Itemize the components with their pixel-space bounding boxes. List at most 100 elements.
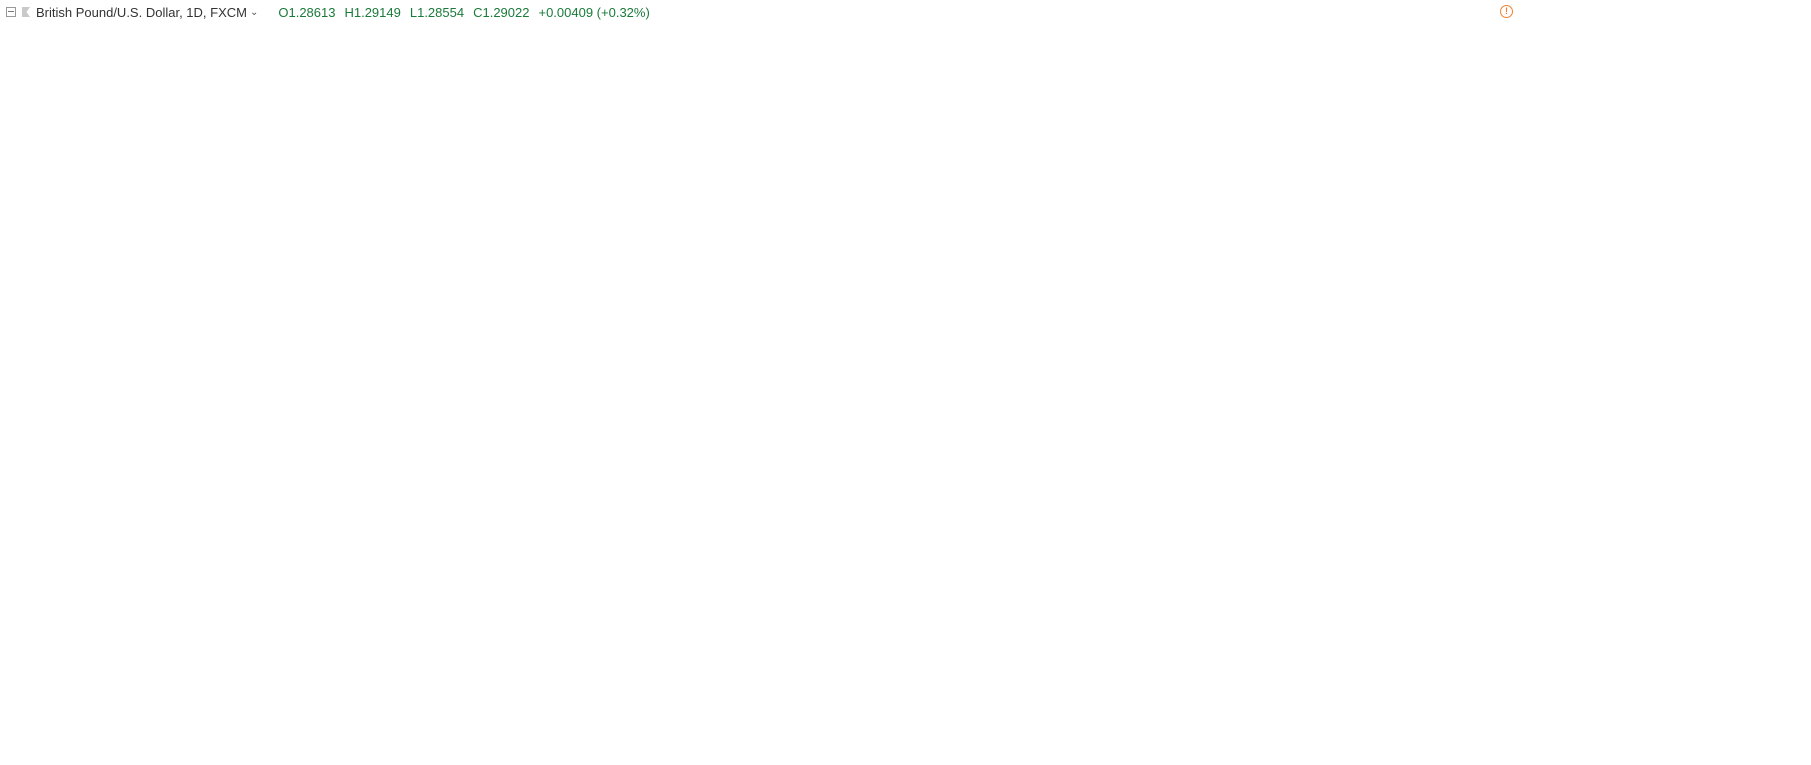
candle-body xyxy=(1413,450,1416,455)
candle-body xyxy=(1052,239,1056,243)
candle-body xyxy=(1395,403,1398,414)
candle-body xyxy=(452,521,455,524)
candle-body xyxy=(1168,326,1171,329)
candle-body xyxy=(839,429,843,432)
candle-body xyxy=(1436,493,1439,499)
candle-body xyxy=(1140,226,1143,238)
candle-body xyxy=(407,429,410,431)
candle-body xyxy=(1269,410,1273,423)
collapse-legend-button[interactable] xyxy=(6,7,16,17)
candle-body xyxy=(1305,429,1308,432)
candle-body xyxy=(175,193,178,197)
chevron-down-icon[interactable]: ⌄ xyxy=(249,6,259,18)
candle-body xyxy=(1369,414,1373,424)
candle-body xyxy=(1213,374,1216,384)
candle-body xyxy=(1445,490,1448,498)
candle-body xyxy=(934,387,938,394)
candle-body xyxy=(325,385,328,396)
candle-body xyxy=(1181,355,1184,358)
candle-body xyxy=(494,463,497,478)
candle-body xyxy=(1316,428,1319,437)
candle-body xyxy=(719,437,722,443)
candle-body xyxy=(1472,445,1475,455)
candle-body xyxy=(507,512,510,520)
candle-body xyxy=(0,41,3,44)
candle-body xyxy=(1325,404,1328,408)
candle-body xyxy=(606,529,609,540)
candle-body xyxy=(1041,235,1044,253)
candle-body xyxy=(1005,311,1008,314)
candle-body xyxy=(327,379,331,382)
candle-body xyxy=(205,164,209,182)
y-tick-label: 1.44000 xyxy=(1523,176,1563,188)
candle-body xyxy=(1287,463,1291,471)
candle-body xyxy=(919,401,922,403)
candle-body xyxy=(27,46,30,55)
y-tick-label: 1.26000 xyxy=(1523,482,1563,494)
candle-body xyxy=(442,552,445,557)
candle-body xyxy=(1024,222,1027,231)
candle-body xyxy=(1432,482,1436,495)
candle-body xyxy=(243,140,246,146)
candle-body xyxy=(58,127,61,130)
candle-body xyxy=(1454,477,1457,482)
candle-body xyxy=(821,430,825,436)
candle-body xyxy=(624,539,627,546)
candle-body xyxy=(1330,378,1333,389)
x-tick-label: Nov xyxy=(1378,650,1398,662)
candle-body xyxy=(449,526,453,534)
candle-body xyxy=(575,495,578,498)
candle-body xyxy=(915,398,918,402)
candle-body xyxy=(1240,375,1243,378)
x-tick-label: May xyxy=(673,650,694,662)
candle-body xyxy=(838,423,841,431)
candle-body xyxy=(172,203,175,218)
candle-body xyxy=(637,515,640,521)
candle-body xyxy=(466,487,469,504)
alert-icon[interactable]: ! xyxy=(1500,5,1513,18)
candle-body xyxy=(218,157,222,162)
candle-body xyxy=(956,342,959,349)
candle-body xyxy=(762,421,766,428)
candle-body xyxy=(1458,472,1461,479)
candle-body xyxy=(1127,206,1130,212)
candle-body xyxy=(827,435,830,439)
candle-body xyxy=(665,446,668,461)
candle-body xyxy=(602,520,605,530)
candle-body xyxy=(755,449,758,459)
candle-body xyxy=(987,347,990,355)
x-tick-label: May xyxy=(1141,650,1162,662)
candle-body xyxy=(462,488,465,499)
candle-body xyxy=(85,215,88,222)
symbol-title[interactable]: British Pound/U.S. Dollar, 1D, FXCM xyxy=(36,4,247,20)
candle-body xyxy=(1177,343,1180,348)
candle-body xyxy=(471,504,474,508)
candle-body xyxy=(766,418,769,425)
candle-body xyxy=(937,386,940,390)
candle-body xyxy=(789,408,793,419)
candle-body xyxy=(936,385,939,392)
candle-body xyxy=(552,530,555,543)
candle-body xyxy=(282,109,286,298)
candle-body xyxy=(615,554,618,566)
candle-body xyxy=(765,416,768,420)
candle-body xyxy=(148,191,151,199)
candle-body xyxy=(1051,241,1054,243)
candle-body xyxy=(811,405,814,419)
candle-body xyxy=(721,438,725,445)
candle-body xyxy=(381,360,384,363)
candle-body xyxy=(516,528,519,532)
candle-body xyxy=(173,196,177,204)
candle-body xyxy=(1358,392,1361,402)
candle-body xyxy=(1394,404,1397,413)
candle-body xyxy=(291,384,295,396)
candle-body xyxy=(884,368,888,378)
flag-icon[interactable] xyxy=(22,7,30,17)
candle-body xyxy=(1195,350,1198,359)
candle-body xyxy=(955,345,958,350)
candle-body xyxy=(1153,305,1156,320)
candle-body xyxy=(1063,256,1066,266)
y-tick-label: 1.32000 xyxy=(1523,380,1563,392)
